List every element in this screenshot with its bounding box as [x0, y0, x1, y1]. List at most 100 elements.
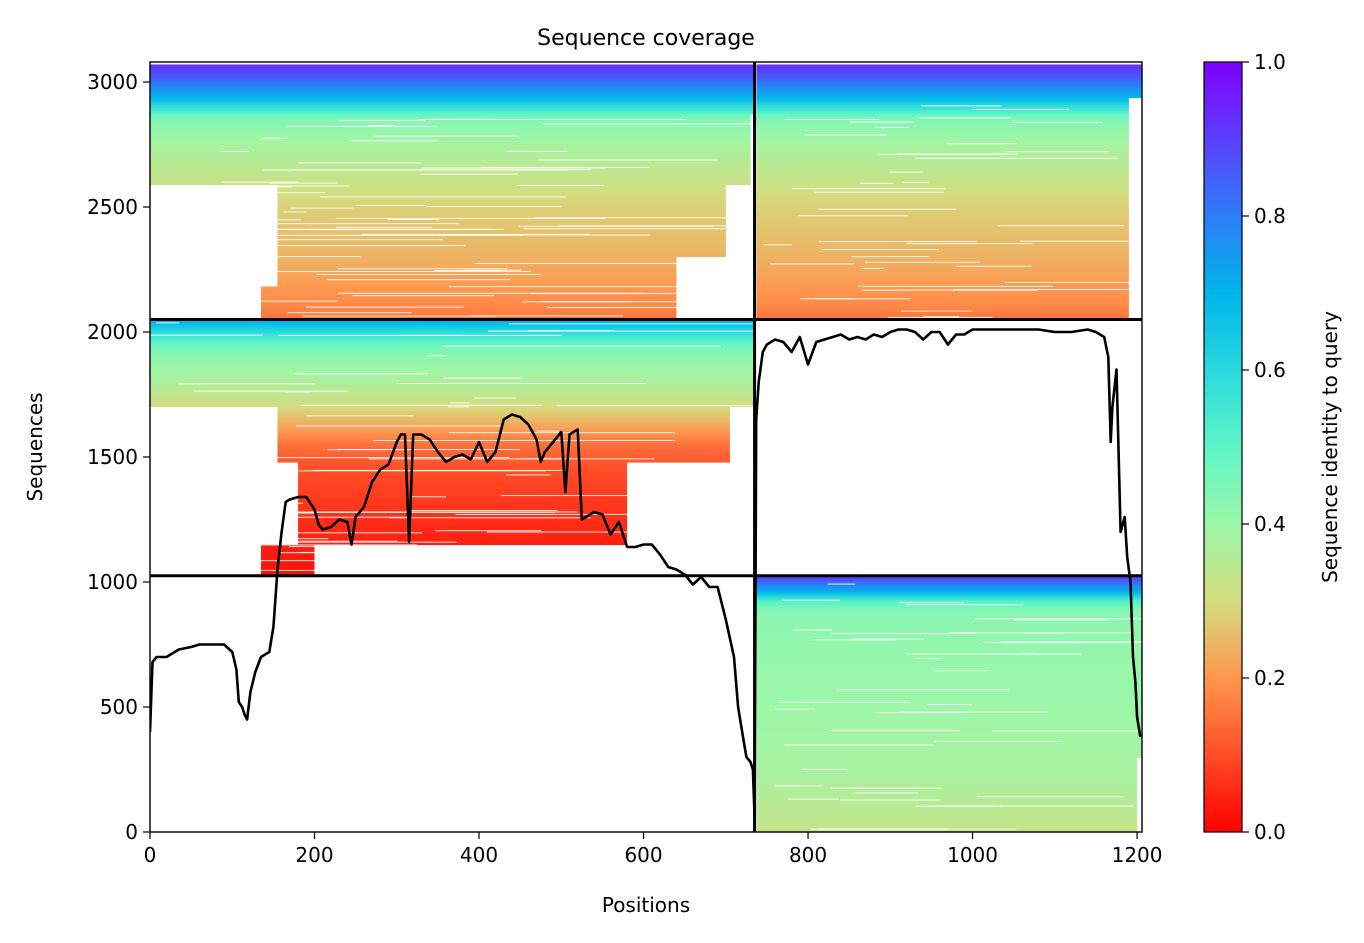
heatmap-band-bottom: [756, 778, 1138, 781]
gap-streak: [542, 123, 755, 125]
heatmap-band-top-right: [756, 177, 1129, 180]
heatmap-band-bottom: [756, 700, 1142, 703]
heatmap-band-bottom: [756, 622, 1142, 625]
heatmap-band-top-right: [756, 108, 1129, 111]
heatmap-band-top-right: [756, 132, 1129, 135]
heatmap-band-top-left: [150, 154, 751, 157]
gap-streak: [536, 430, 559, 432]
heatmap-band-middle: [277, 438, 730, 441]
gap-streak: [906, 243, 1033, 245]
heatmap-band-middle: [261, 567, 315, 570]
coverage-line: [150, 328, 1142, 819]
heatmap-band-top-left: [277, 232, 726, 235]
gap-streak: [850, 638, 924, 640]
heatmap-band-middle: [298, 517, 628, 520]
heatmap-band-middle: [150, 396, 755, 399]
heatmap-band-middle: [150, 336, 755, 339]
gap-streak: [162, 256, 361, 258]
heatmap-band-top-right: [756, 96, 1142, 99]
heatmap-band-top-right: [756, 145, 1129, 148]
gap-streak: [923, 316, 960, 318]
heatmap-band-bottom: [756, 584, 1142, 587]
heatmap-band-top-left: [150, 180, 751, 183]
heatmap-band-top-left: [277, 189, 726, 192]
heatmap-band-top-left: [261, 294, 677, 297]
gap-streak: [887, 316, 993, 318]
gap-streak: [927, 704, 972, 706]
gap-streak: [278, 334, 562, 336]
gap-streak: [556, 405, 755, 407]
heatmap-band-top-right: [756, 300, 1129, 303]
heatmap-band-top-right: [756, 102, 1129, 105]
heatmap-band-middle: [298, 534, 628, 537]
heatmap-band-top-left: [150, 145, 751, 148]
y-tick-label: 3000: [87, 70, 138, 94]
colorbar-tick-label: 1.0: [1254, 50, 1286, 74]
heatmap-band-top-right: [756, 301, 1129, 304]
heatmap-band-top-right: [756, 79, 1142, 82]
heatmap-band-top-right: [756, 292, 1129, 295]
gap-streak: [875, 126, 909, 128]
heatmap-band-top-right: [756, 205, 1129, 208]
gap-streak: [861, 289, 1038, 291]
heatmap-band-middle: [298, 490, 628, 493]
heatmap-band-bottom: [756, 583, 1142, 586]
heatmap-band-bottom: [756, 785, 1138, 788]
gap-streak: [928, 805, 1134, 807]
heatmap-band-middle: [150, 375, 755, 378]
heatmap-band-top-right: [756, 111, 1129, 114]
heatmap-band-bottom: [756, 752, 1142, 755]
heatmap-band-bottom: [756, 826, 1138, 829]
heatmap-band-middle: [298, 487, 628, 490]
plot-frame: [149, 61, 1143, 833]
heatmap-band-bottom: [756, 811, 1138, 814]
heatmap-band-top-right: [756, 240, 1129, 243]
heatmap-band-bottom: [756, 767, 1138, 770]
heatmap-band-top-right: [756, 306, 1129, 309]
gap-streak: [155, 540, 398, 542]
heatmap-band-middle: [298, 537, 628, 540]
heatmap-band-middle: [150, 348, 755, 351]
heatmap-band-bottom: [756, 590, 1142, 593]
heatmap-band-middle: [298, 483, 628, 486]
heatmap-band-middle: [150, 381, 755, 384]
heatmap-band-top-right: [756, 294, 1129, 297]
heatmap-band-top-left: [277, 210, 726, 213]
gap-streak: [277, 516, 411, 518]
y-tick-label: 2500: [87, 195, 138, 219]
heatmap-band-bottom: [756, 607, 1142, 610]
heatmap-band-top-left: [150, 150, 751, 153]
heatmap-band-bottom: [756, 709, 1142, 712]
gap-streak: [814, 191, 944, 193]
heatmap-band-middle: [261, 571, 315, 574]
gap-streak: [283, 211, 307, 213]
heatmap-band-top-right: [756, 219, 1129, 222]
heatmap-band-bottom: [756, 719, 1142, 722]
heatmap-band-top-left: [150, 138, 751, 141]
heatmap-band-top-left: [277, 280, 677, 283]
heatmap-band-middle: [277, 450, 730, 453]
heatmap-band-top-left: [150, 105, 755, 108]
heatmap-band-bottom: [756, 730, 1142, 733]
gap-streak: [564, 573, 755, 575]
heatmap-band-middle: [298, 514, 628, 517]
heatmap-band-top-left: [150, 108, 755, 111]
gap-streak: [812, 639, 896, 641]
heatmap-band-bottom: [756, 671, 1142, 674]
heatmap-band-top-right: [756, 267, 1129, 270]
heatmap-band-top-right: [756, 70, 1142, 73]
gap-streak: [481, 166, 650, 168]
gap-streak: [537, 159, 719, 161]
heatmap-band-middle: [261, 568, 315, 571]
heatmap-band-top-right: [756, 115, 1129, 118]
heatmap-band-top-right: [756, 249, 1129, 252]
heatmap-band-top-left: [150, 132, 751, 135]
heatmap-band-top-left: [150, 76, 755, 79]
gap-streak: [268, 182, 337, 184]
heatmap-band-top-left: [277, 184, 726, 187]
heatmap-band-top-right: [756, 247, 1129, 250]
gap-streak: [541, 301, 631, 303]
heatmap-band-top-right: [756, 97, 1129, 100]
heatmap-band-middle: [150, 369, 755, 372]
